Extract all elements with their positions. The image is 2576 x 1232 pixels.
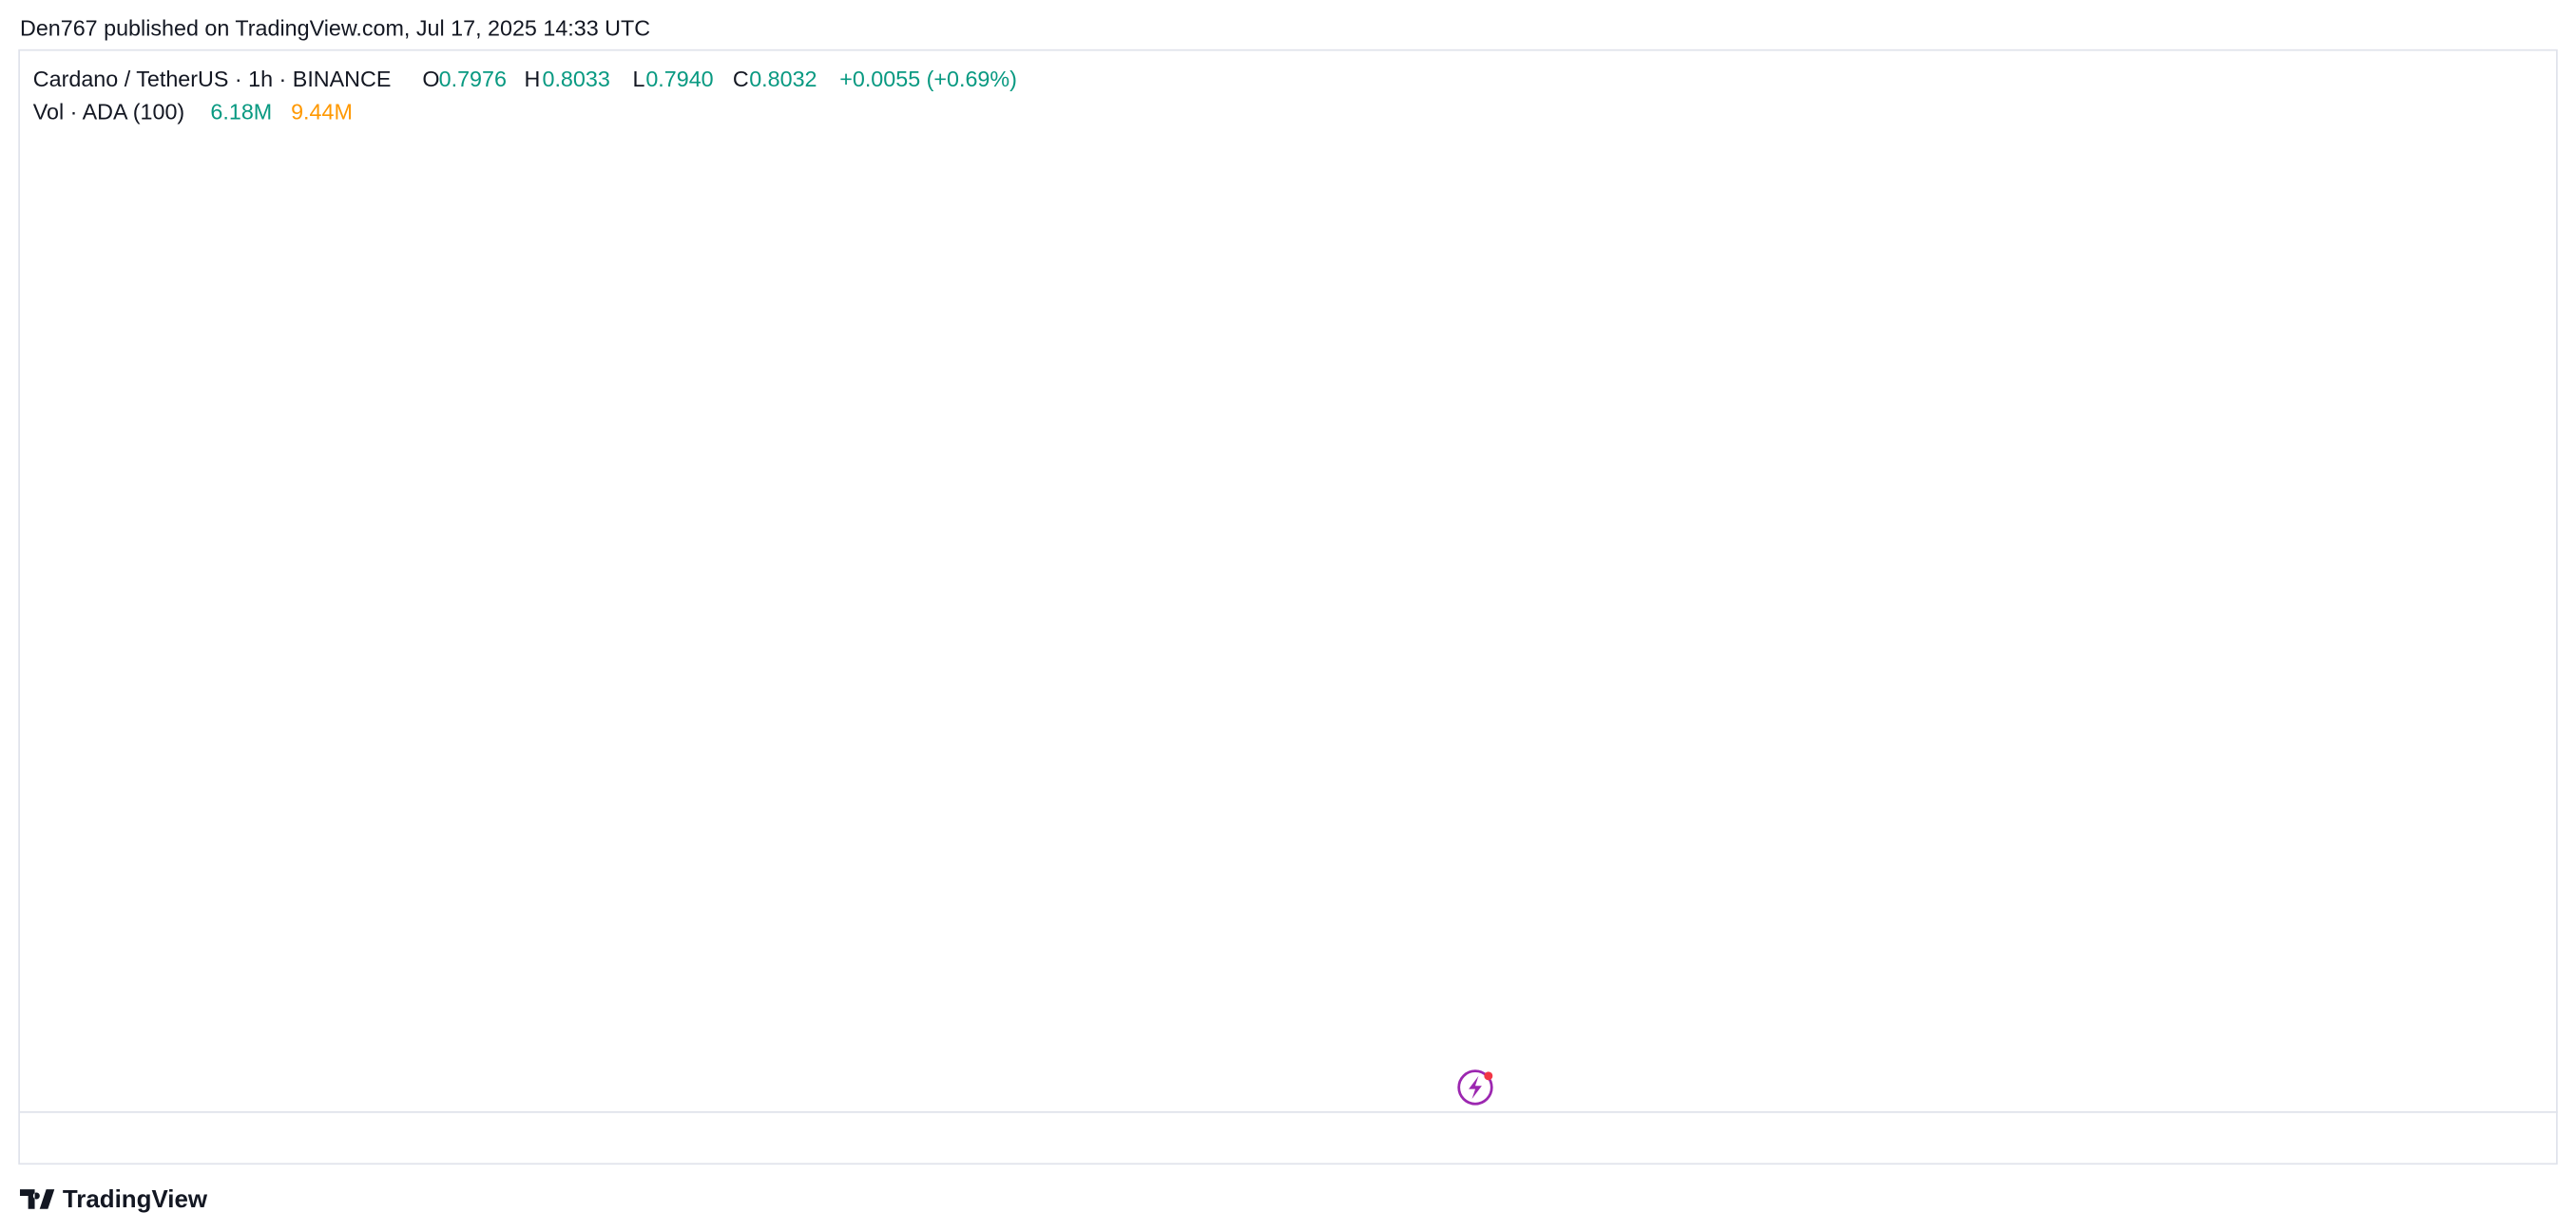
brand-icon: [19, 1189, 55, 1209]
legend-header: Cardano / TetherUS · 1h · BINANCE O 0.79…: [33, 67, 1017, 125]
volume-title: Vol · ADA (100): [33, 99, 184, 124]
ohlc-key: H: [524, 67, 540, 91]
ohlc-value: 0.8033: [542, 67, 609, 91]
alert-icon: [1457, 1069, 1493, 1106]
ohlc-value: 0.7976: [439, 67, 507, 91]
ohlc-value: 0.8032: [749, 67, 817, 91]
volume-ma-value: 9.44M: [291, 99, 353, 124]
brand-name: TradingView: [63, 1186, 208, 1213]
chart-frame: [18, 48, 2558, 1165]
ohlc-key: L: [633, 67, 645, 91]
alert-dot: [1484, 1071, 1493, 1081]
alert-bolt: [1469, 1075, 1482, 1100]
ohlc-key: C: [733, 67, 749, 91]
volume-value: 6.18M: [210, 99, 272, 124]
ohlc-key: O: [422, 67, 439, 91]
change: +0.0055 (+0.69%): [839, 67, 1017, 91]
symbol-title: Cardano / TetherUS · 1h · BINANCE: [33, 67, 392, 91]
brand-logo: TradingView: [19, 1186, 208, 1213]
ohlc-value: 0.7940: [645, 67, 713, 91]
publisher-line: Den767 published on TradingView.com, Jul…: [20, 15, 650, 40]
